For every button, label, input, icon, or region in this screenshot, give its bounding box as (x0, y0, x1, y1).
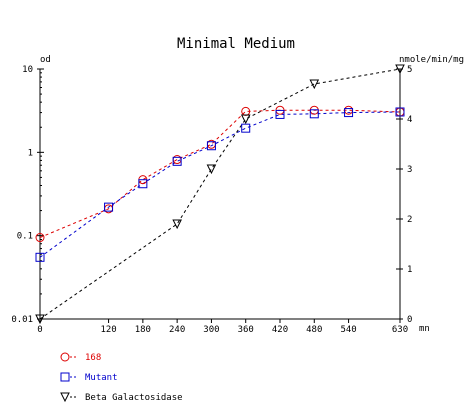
data-point (104, 202, 114, 212)
x-axis-unit-label: mn (419, 324, 430, 334)
legend-marker (60, 352, 70, 362)
legend-label: 168 (85, 353, 101, 363)
x-tick-label: 540 (340, 325, 356, 335)
y-left-tick-label: 0.1 (17, 232, 33, 242)
y-left-axis-label: od (40, 55, 51, 65)
axes: 0 120 180 240 300 360 420 480 540 630 0.01 0.1 1 10 0 1… (11, 65, 412, 335)
data-point (206, 164, 217, 175)
data-point (172, 219, 182, 230)
legend-marker (60, 372, 70, 382)
x-tick-label: 480 (306, 325, 322, 335)
x-tick-label: 0 (37, 325, 42, 335)
y-left-tick-label: 0.01 (11, 315, 33, 325)
series-lines (39, 68, 401, 320)
data-point (35, 233, 45, 243)
data-point (138, 179, 148, 189)
x-tick-label: 300 (203, 325, 219, 335)
data-point (241, 123, 251, 133)
data-point (344, 108, 354, 118)
x-tick-label: 630 (392, 325, 408, 335)
data-point (172, 156, 182, 166)
x-tick-label: 360 (238, 325, 254, 335)
data-point (309, 109, 319, 119)
legend-label: Beta Galactosidase (85, 393, 183, 403)
data-point (206, 141, 216, 151)
data-point (309, 79, 320, 90)
y-right-tick-label: 1 (407, 265, 412, 275)
data-point (35, 252, 45, 262)
legend-label: Mutant (85, 373, 118, 383)
y-right-tick-label: 2 (407, 215, 412, 225)
data-point (240, 114, 251, 125)
data-point (35, 314, 45, 325)
x-tick-label: 420 (272, 325, 288, 335)
x-tick-label: 180 (135, 325, 151, 335)
x-tick-label: 240 (169, 325, 185, 335)
y-right-tick-label: 4 (407, 115, 412, 125)
series-line (39, 111, 401, 258)
series-line (39, 68, 401, 320)
legend-marker (60, 392, 70, 403)
y-left-tick-label: 10 (22, 65, 33, 75)
y-right-tick-label: 5 (407, 65, 412, 75)
chart-title: Minimal Medium (177, 36, 295, 52)
y-left-tick-label: 1 (28, 148, 33, 158)
data-point (275, 109, 285, 119)
y-right-tick-label: 0 (407, 315, 412, 325)
series-markers (35, 64, 405, 325)
y-right-axis-label: nmole/min/mg (399, 55, 464, 65)
data-point (395, 64, 405, 75)
data-point (395, 107, 405, 117)
y-right-tick-label: 3 (407, 165, 412, 175)
x-tick-label: 120 (100, 325, 116, 335)
legend: 168 Mutant Beta Galactosidase (60, 352, 183, 403)
series-line (39, 109, 401, 238)
